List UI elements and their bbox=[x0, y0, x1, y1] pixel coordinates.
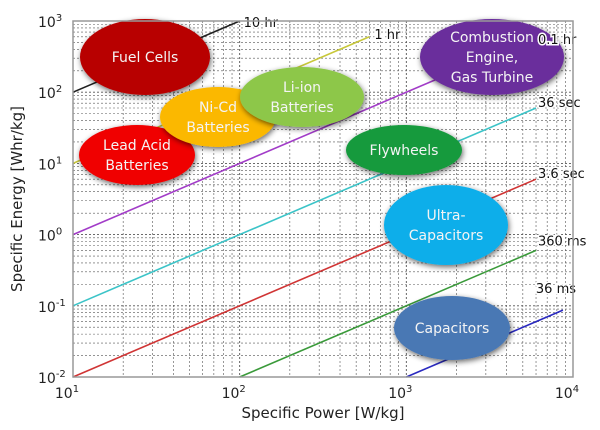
series-label: 10 hr bbox=[244, 16, 279, 31]
region-label: Capacitors bbox=[415, 321, 490, 337]
region-label: Li-ion bbox=[283, 80, 321, 96]
region-flywheels: Flywheels bbox=[346, 125, 462, 175]
region-ellipse bbox=[420, 19, 564, 95]
region-li-ion-batteries: Li-ion Batteries bbox=[240, 67, 364, 127]
y-tick-label: 103 bbox=[38, 13, 62, 31]
region-combustion-engine-gas-turbine: Combustion Engine, Gas Turbine bbox=[420, 19, 564, 95]
series-label: 1 hr bbox=[374, 28, 401, 43]
region-fuel-cells: Fuel Cells bbox=[80, 19, 210, 95]
tick-labels: 101 102 103 104 10-2 10-1 100 101 102 103 bbox=[38, 13, 579, 402]
region-label: Ni-Cd bbox=[199, 100, 237, 116]
region-ellipse bbox=[394, 296, 510, 360]
region-ellipse bbox=[384, 185, 508, 265]
y-tick-label: 100 bbox=[38, 227, 62, 245]
series-line-36-sec bbox=[72, 107, 537, 307]
technology-regions: Fuel Cells Lead Acid Batteries Ni-Cd Batteri… bbox=[79, 19, 564, 360]
region-label: Engine, bbox=[466, 50, 518, 66]
series-label: 3.6 sec bbox=[538, 167, 585, 182]
y-axis-label: Specific Energy [Whr/kg] bbox=[8, 106, 26, 292]
series-label: 0.1 hr bbox=[538, 33, 577, 48]
x-tick-label: 104 bbox=[555, 384, 579, 402]
region-lead-acid-batteries: Lead Acid Batteries bbox=[79, 125, 195, 185]
series-label: 36 ms bbox=[536, 282, 576, 297]
plot-frame bbox=[72, 20, 574, 378]
region-label: Batteries bbox=[186, 120, 249, 136]
region-label: Capacitors bbox=[409, 228, 484, 244]
region-label: Ultra- bbox=[426, 208, 465, 224]
series-label: 36 sec bbox=[538, 96, 581, 111]
x-axis-label: Specific Power [W/kg] bbox=[241, 404, 404, 422]
region-label: Flywheels bbox=[370, 143, 439, 159]
region-ellipse bbox=[240, 67, 364, 127]
region-label: Combustion bbox=[450, 30, 534, 46]
region-label: Lead Acid bbox=[103, 138, 171, 154]
region-ultra-capacitors: Ultra- Capacitors bbox=[384, 185, 508, 265]
region-label: Gas Turbine bbox=[451, 70, 534, 86]
y-tick-label: 101 bbox=[38, 155, 62, 173]
region-label: Batteries bbox=[105, 158, 168, 174]
region-ellipse bbox=[79, 125, 195, 185]
region-capacitors: Capacitors bbox=[394, 296, 510, 360]
x-tick-label: 101 bbox=[55, 384, 79, 402]
y-tick-label: 102 bbox=[38, 84, 62, 102]
x-tick-label: 102 bbox=[222, 384, 246, 402]
y-tick-label: 10-2 bbox=[38, 369, 66, 387]
y-tick-label: 10-1 bbox=[38, 298, 66, 316]
x-tick-label: 103 bbox=[388, 384, 412, 402]
series-label: 360 ms bbox=[538, 234, 587, 249]
region-label: Batteries bbox=[270, 100, 333, 116]
region-ellipse bbox=[346, 125, 462, 175]
series-line-360-ms bbox=[239, 249, 537, 378]
region-ellipse bbox=[80, 19, 210, 95]
region-label: Fuel Cells bbox=[112, 50, 179, 66]
